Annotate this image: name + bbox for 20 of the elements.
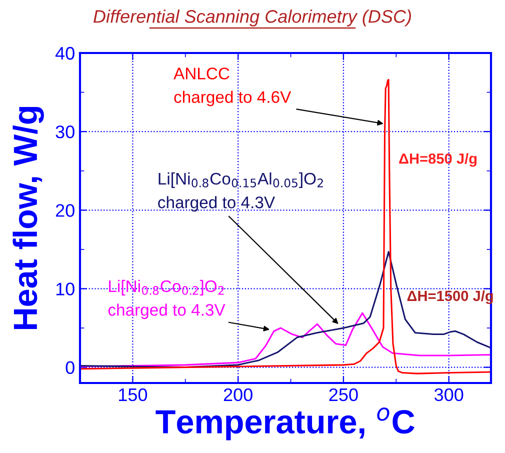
x-tick-label: 250: [329, 388, 358, 402]
annotation: charged to 4.3V: [108, 304, 226, 320]
annotation: charged to 4.6V: [174, 90, 292, 106]
chart-title: Differential Scanning Calorimetry (DSC): [94, 10, 411, 26]
y-tick-label: 10: [56, 282, 74, 296]
y-tick-label: 0: [66, 361, 74, 374]
y-tick-label: 40: [55, 46, 74, 60]
y-axis-title: Heat flow, W/g: [12, 106, 44, 330]
y-tick-label: 20: [56, 204, 74, 217]
x-axis-title: Temperature, $^{o}$C: [156, 407, 414, 440]
text: Li[Ni$_{0.8}$Co$_{0.2}$]O$_{2}$: [109, 280, 224, 296]
annotation: ΔH=850 J/g: [399, 153, 477, 167]
text: ANLCC: [174, 68, 230, 80]
text: Li[Ni$_{0.8}$Co$_{0.15}$Al$_{0.05}$]O$_{2}$: [158, 172, 323, 188]
x-tick-label: 300: [434, 388, 464, 402]
annotation: charged to 4.3V: [158, 196, 276, 212]
line-series: [80, 251, 491, 368]
x-tick-label: 150: [119, 388, 148, 402]
x-tick-label: 200: [224, 388, 252, 402]
y-tick-label: 30: [56, 126, 74, 138]
